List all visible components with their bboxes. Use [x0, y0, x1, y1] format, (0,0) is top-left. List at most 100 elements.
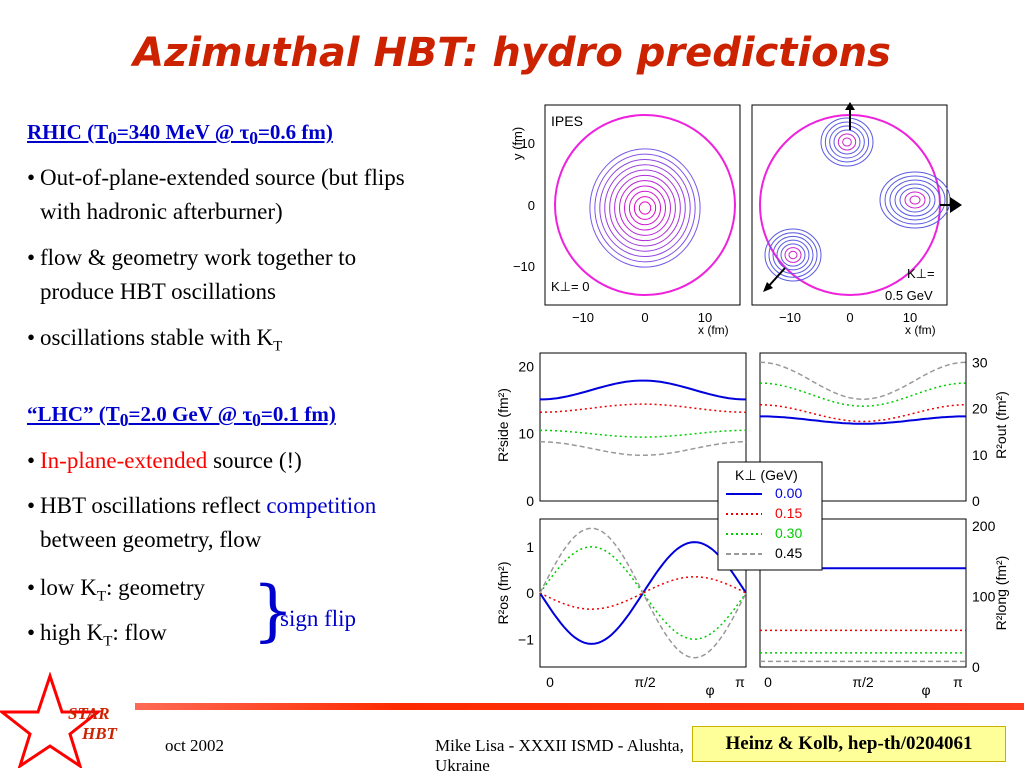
panel-rlong-frame	[759, 518, 967, 668]
rside-axis-label: R²side (fm²)	[495, 388, 511, 462]
ytick-label: 30	[972, 354, 988, 370]
legend-label: 0.00	[775, 485, 802, 501]
bullet-dot: •	[27, 165, 36, 190]
contour-blob	[899, 187, 931, 213]
contour-blob	[772, 235, 814, 275]
contour-blob	[764, 228, 822, 282]
ytick-neg10: −10	[513, 259, 535, 274]
xtick-left-10: 10	[698, 310, 712, 325]
legend-title: K⊥ (GeV)	[735, 467, 798, 483]
curve-kperp-0.30	[540, 429, 746, 438]
arrowhead-right-svg	[950, 197, 962, 213]
contour-blob	[780, 243, 806, 267]
curve-kperp-0.15	[539, 576, 747, 610]
ytick-label: 20	[972, 401, 988, 417]
curve-kperp-0.45	[539, 527, 747, 659]
xtick-right-10: 10	[903, 310, 917, 325]
rlong-axis-label: R²long (fm²)	[993, 556, 1009, 631]
rhic-bullet-1-line-2: with hadronic afterburner)	[40, 199, 283, 224]
xtick-left-0: 0	[546, 674, 554, 690]
xtick-left-0: 0	[641, 310, 648, 325]
contour-blob	[776, 239, 810, 271]
contour-blob	[894, 183, 936, 217]
contour-blob	[904, 191, 926, 209]
logo-text-hbt: HBT	[81, 724, 118, 743]
citation-box: Heinz & Kolb, hep-th/0204061	[692, 726, 1006, 762]
ytick-0: 0	[528, 198, 535, 213]
x-axis-label-right: x (fm)	[905, 323, 936, 337]
bullet-dot: •	[27, 325, 36, 350]
curve-kperp-0.00	[540, 379, 746, 401]
rhic-bullet-2-line-2: produce HBT oscillations	[40, 279, 276, 304]
rhic-bullet-2-line-1: flow & geometry work together to	[40, 245, 357, 270]
contour-ring	[594, 153, 696, 263]
source-contours-left	[589, 148, 701, 268]
sign-flip-label: sign flip	[280, 606, 357, 631]
arrowhead-right-icon	[950, 197, 962, 213]
lhc-heading: “LHC” (T0=2.0 GeV @ τ0=0.1 fm)	[27, 402, 336, 431]
lhc-bullet-1: In-plane-extended source (!)	[40, 448, 302, 473]
xtick-left-neg10: −10	[572, 310, 594, 325]
arrowhead-downleft-icon	[763, 282, 773, 292]
kperp-legend: K⊥ (GeV) 0.00 0.15 0.30 0.45	[717, 461, 823, 571]
kperp-label-line2: 0.5 GeV	[885, 288, 933, 303]
rhic-bullet-1-line-1: Out-of-plane-extended source (but flips	[40, 165, 405, 190]
footer-presenter: Mike Lisa - XXXII ISMD - Alushta, Ukrain…	[435, 736, 684, 775]
legend-label: 0.30	[775, 525, 802, 541]
curve-kperp-0.30	[760, 382, 966, 407]
curve-kperp-0.00	[760, 415, 966, 425]
contour-ring	[638, 201, 652, 215]
star-logo: STAR HBT	[0, 672, 118, 768]
contour-blob	[889, 179, 941, 221]
curve-kperp-0.15	[760, 404, 966, 423]
ytick-label: 10	[972, 447, 988, 463]
contour-ring	[609, 169, 681, 247]
ytick-label: 0	[972, 659, 980, 675]
contour-blob	[824, 121, 870, 163]
legend-label: 0.15	[775, 505, 802, 521]
contour-ring	[619, 180, 671, 236]
ytick-label: 10	[518, 426, 534, 442]
legend-box	[717, 461, 823, 571]
ros-axis-label: R²os (fm²)	[495, 562, 511, 625]
lhc-bullet-4: high KT: flow	[40, 620, 167, 650]
contour-blob	[842, 137, 852, 147]
ytick-label: 1	[526, 539, 534, 555]
ytick-label: 0	[526, 585, 534, 601]
bullet-dot: •	[27, 620, 36, 645]
logo-text-star: STAR	[68, 704, 110, 723]
contour-blob	[909, 195, 921, 205]
source-contours-right	[764, 117, 951, 282]
panel-rout-frame	[759, 352, 967, 502]
slide-title: Azimuthal HBT: hydro predictions	[133, 30, 891, 76]
lhc-bullet-2-line-2: between geometry, flow	[40, 527, 262, 552]
xtick-left-halfpi: π/2	[634, 674, 656, 690]
contour-blob	[884, 175, 946, 225]
contour-blob	[768, 232, 818, 278]
ipes-label: IPES	[551, 113, 583, 129]
xtick-right-0: 0	[764, 674, 772, 690]
bullet-dot: •	[27, 448, 36, 473]
contour-ring	[628, 190, 662, 226]
curve-kperp-0.15	[540, 403, 746, 413]
curly-brace: }	[252, 572, 294, 649]
panel-rside-frame	[539, 352, 747, 502]
contour-ring	[623, 185, 667, 231]
curve-kperp-0.45	[540, 441, 746, 457]
contour-ring	[633, 196, 657, 220]
ytick-label: 20	[518, 358, 534, 374]
contour-blob	[820, 117, 874, 167]
contour-left-frame	[544, 104, 741, 306]
ytick-label: 100	[972, 589, 996, 605]
contour-blob	[829, 125, 865, 159]
lhc-bullet-3: low KT: geometry	[40, 575, 206, 605]
kperp-zero-label: K⊥= 0	[551, 279, 589, 294]
legend-label: 0.45	[775, 545, 802, 561]
contour-ring	[614, 174, 676, 242]
xtick-left-pi: π	[735, 674, 745, 690]
kperp-label-line1: K⊥=	[907, 266, 935, 281]
contour-blob	[833, 129, 861, 155]
xtick-right-0: 0	[846, 310, 853, 325]
